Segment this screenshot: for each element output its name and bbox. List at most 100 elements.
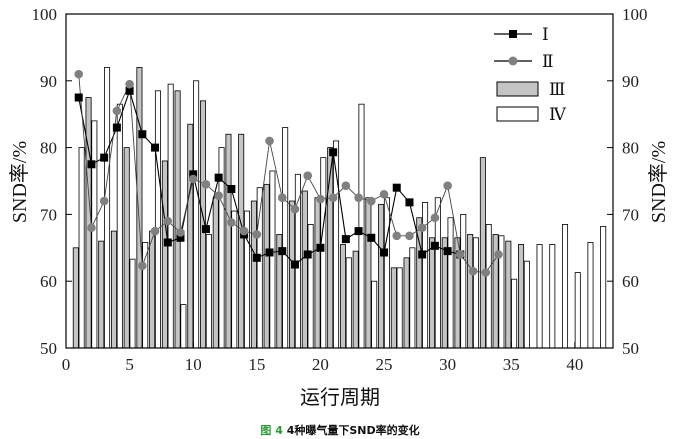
point-series-2-x4 (112, 106, 122, 116)
bar-series-3-x5 (123, 147, 130, 349)
legend-label-series-1: Ⅰ (542, 25, 549, 44)
bar-series-3-x20 (314, 197, 321, 349)
x-tick-label-40: 40 (566, 355, 583, 374)
bar-series-4-x31 (460, 213, 467, 349)
legend-marker-series-2 (508, 56, 518, 66)
bar-series-4-x27 (409, 247, 416, 349)
bar-series-4-x22 (345, 257, 352, 349)
plot-frame (65, 13, 614, 349)
bar-series-3-x9 (174, 90, 181, 349)
x-tick-label-35: 35 (503, 355, 520, 374)
point-series-2-x29 (430, 213, 440, 223)
bar-series-3-x4 (110, 230, 117, 349)
bar-series-4-x30 (447, 217, 454, 349)
x-tick-label-25: 25 (376, 355, 393, 374)
bar-series-3-x1 (72, 247, 79, 349)
bar-series-4-x1 (78, 147, 85, 349)
bar-series-3-x7 (149, 230, 156, 349)
bar-series-4-x37 (536, 244, 543, 349)
point-series-1-x1 (74, 93, 83, 102)
point-series-2-x7 (150, 226, 160, 236)
point-series-2-x34 (494, 250, 503, 259)
bar-series-4-x35 (511, 278, 518, 349)
point-series-1-x30 (443, 247, 452, 256)
point-series-1-x8 (163, 238, 172, 247)
bar-series-3-x10 (187, 123, 194, 349)
bars-layer (72, 67, 607, 349)
y-tick-label-left-50: 50 (40, 339, 57, 358)
bar-series-3-x6 (136, 67, 143, 349)
legend-marker-series-1 (509, 30, 517, 38)
bar-series-4-x41 (587, 242, 594, 349)
bar-series-3-x18 (289, 200, 296, 349)
bar-series-3-x25 (378, 203, 385, 349)
point-series-1-x20 (316, 243, 325, 252)
bar-series-4-x23 (358, 103, 365, 349)
bar-series-4-x32 (472, 237, 479, 349)
y-tick-label-left-80: 80 (40, 139, 57, 158)
bar-series-4-x7 (154, 90, 161, 349)
figure-number: 图 4 (260, 424, 283, 437)
legend: Ⅰ Ⅱ Ⅲ Ⅳ (494, 25, 567, 124)
point-series-2-x22 (341, 181, 351, 190)
point-series-1-x3 (100, 153, 109, 162)
x-tick-label-30: 30 (439, 355, 456, 374)
y-tick-label-left-90: 90 (40, 72, 57, 91)
bar-series-3-x24 (365, 197, 372, 349)
bar-series-3-x13 (225, 133, 232, 349)
legend-swatch-series-3 (496, 81, 539, 97)
point-series-2-x9 (176, 228, 185, 237)
bar-series-4-x33 (485, 224, 492, 349)
point-series-2-x8 (163, 216, 173, 226)
point-series-1-x27 (405, 198, 414, 207)
bar-series-3-x27 (403, 257, 410, 349)
legend-label-series-4: Ⅳ (549, 105, 567, 124)
bar-series-3-x36 (518, 244, 525, 349)
bar-series-4-x8 (167, 83, 174, 349)
bar-series-3-x33 (479, 157, 486, 349)
point-series-2-x10 (188, 174, 198, 184)
y-tick-label-right-60: 60 (622, 272, 639, 291)
point-series-2-x17 (277, 193, 287, 202)
point-series-1-x13 (227, 185, 236, 194)
axes-layer: 50 50 60 60 70 70 80 80 90 90 100 100 0 5 10 15 20 25 30 35… (32, 5, 648, 374)
point-series-1-x23 (354, 227, 363, 236)
y-axis-title-right: SND率/% (647, 141, 670, 223)
point-series-2-x12 (214, 191, 223, 200)
bar-series-4-x26 (396, 267, 403, 349)
point-series-1-x28 (418, 250, 427, 259)
point-series-2-x16 (265, 136, 274, 146)
y-tick-label-right-50: 50 (622, 339, 639, 358)
point-series-2-x21 (328, 193, 338, 202)
bar-series-3-x26 (390, 267, 397, 349)
bar-series-4-x24 (371, 280, 378, 349)
point-series-2-x32 (468, 266, 478, 276)
figure-caption: 图 4 4种曝气量下SND率的变化 (0, 422, 680, 438)
bar-series-4-x10 (193, 80, 200, 349)
bar-series-4-x4 (116, 103, 123, 349)
bar-series-3-x29 (429, 237, 436, 349)
point-series-2-x1 (74, 69, 84, 79)
point-series-2-x2 (87, 223, 96, 233)
point-series-2-x18 (290, 204, 300, 214)
x-axis-title: 运行周期 (300, 386, 380, 409)
point-series-1-x18 (290, 260, 299, 269)
bar-series-4-x16 (269, 170, 276, 349)
point-series-2-x5 (125, 79, 134, 89)
bar-series-3-x2 (85, 97, 92, 349)
legend-label-series-3: Ⅲ (549, 80, 565, 99)
y-tick-label-left-70: 70 (40, 205, 57, 224)
bar-series-3-x15 (250, 200, 257, 349)
point-series-2-x23 (354, 193, 363, 202)
bar-series-4-x42 (600, 226, 607, 349)
bar-series-3-x12 (212, 197, 219, 349)
y-tick-label-right-80: 80 (622, 139, 639, 158)
point-series-2-x30 (443, 181, 452, 190)
chart: 50 50 60 60 70 70 80 80 90 90 100 100 0 5 10 15 20 25 30 35… (8, 5, 670, 409)
x-tick-label-20: 20 (312, 355, 329, 374)
point-series-2-x6 (138, 261, 147, 271)
point-series-2-x27 (405, 231, 414, 241)
y-tick-label-left-60: 60 (40, 272, 57, 291)
figure-caption-text: 4种曝气量下SND率的变化 (286, 424, 420, 437)
point-series-1-x29 (430, 241, 439, 250)
